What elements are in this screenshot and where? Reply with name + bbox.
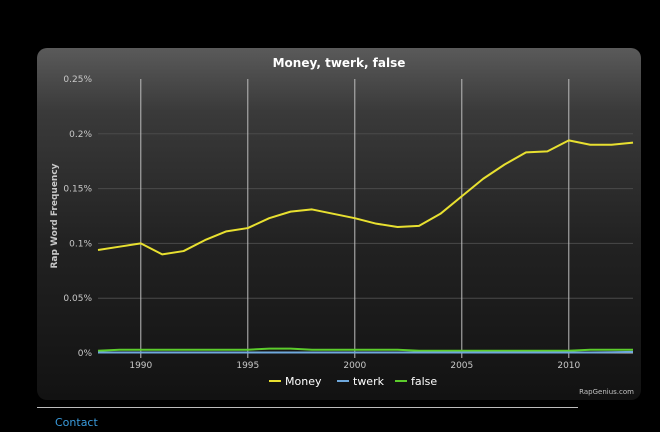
chart-svg: 0% 0.05% 0.1% 0.15% 0.2% 0.25% 1990 1995 2000 200… xyxy=(50,75,634,388)
footer-divider xyxy=(37,407,578,408)
x-tick-label: 2005 xyxy=(450,361,473,371)
chart-panel: Money, twerk, false 0% 0.05% 0.1% 0.15% 0.2%… xyxy=(37,48,641,400)
contact-link[interactable]: Contact xyxy=(55,416,98,429)
y-tick-label: 0.05% xyxy=(63,294,92,304)
x-tick-label: 2000 xyxy=(343,361,366,371)
y-tick-label: 0.25% xyxy=(63,75,92,85)
y-tick-label: 0% xyxy=(78,349,93,359)
y-tick-label: 0.2% xyxy=(69,130,92,140)
legend-label-twerk: twerk xyxy=(353,375,385,388)
legend-label-money: Money xyxy=(285,375,322,388)
series-line-money xyxy=(97,139,634,256)
legend-label-false: false xyxy=(411,375,437,388)
y-tick-label: 0.15% xyxy=(63,185,92,195)
y-axis-label: Rap Word Frequency xyxy=(50,163,60,268)
x-tick-label: 1995 xyxy=(236,361,259,371)
x-tick-label: 2010 xyxy=(557,361,580,371)
y-tick-label: 0.1% xyxy=(69,239,92,249)
credit-link[interactable]: RapGenius.com xyxy=(579,388,634,396)
series-line-false xyxy=(97,347,633,352)
series-line-twerk xyxy=(98,350,634,354)
chart-title: Money, twerk, false xyxy=(272,56,406,70)
x-tick-label: 1990 xyxy=(129,361,152,371)
